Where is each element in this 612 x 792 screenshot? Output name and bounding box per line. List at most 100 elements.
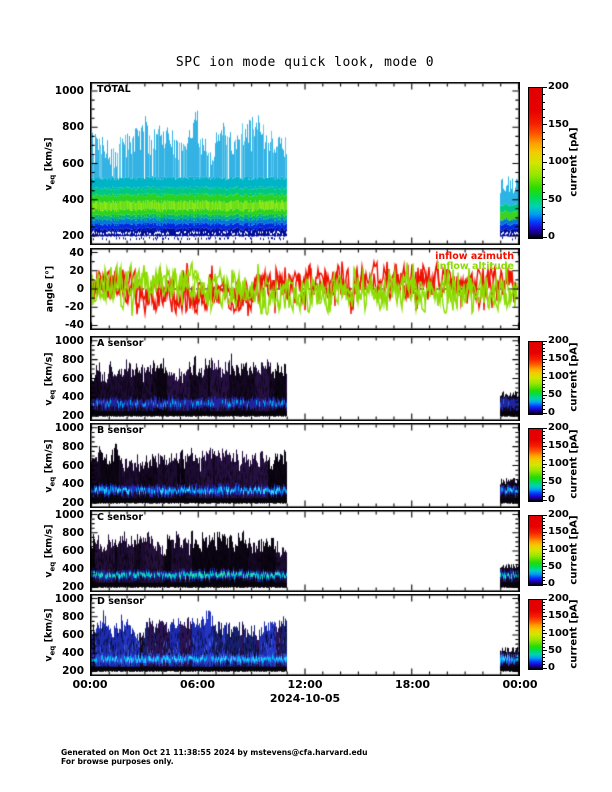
- colorbar-tick-sensor-c: [543, 524, 546, 526]
- colorbar-tick-sensor-b: [543, 477, 546, 479]
- colorbar-tick-sensor-c: [543, 542, 546, 544]
- colorbar-tick-sensor-c: [543, 514, 547, 516]
- ytick-label-sensor-d-1000: 1000: [54, 592, 84, 605]
- colorbar-tick-total: [543, 176, 546, 178]
- colorbar-ticklabel-sensor-d-200: 200: [548, 593, 569, 604]
- colorbar-tick-sensor-d: [543, 660, 546, 662]
- colorbar-tick-sensor-d: [543, 636, 546, 638]
- panel-label-sensor-d: D sensor: [97, 596, 144, 607]
- colorbar-tick-sensor-c: [543, 569, 546, 571]
- colorbar-tick-sensor-c: [543, 535, 546, 537]
- colorbar-tick-total: [543, 236, 547, 238]
- colorbar-tick-total: [543, 109, 546, 110]
- colorbar-tick-sensor-a: [543, 362, 546, 364]
- colorbar-tick-sensor-a: [543, 340, 547, 342]
- colorbar-tick-sensor-c: [543, 531, 547, 533]
- colorbar-tick-sensor-a: [543, 354, 546, 356]
- colorbar-tick-sensor-c: [543, 545, 546, 547]
- colorbar-ticklabel-sensor-c-50: 50: [548, 560, 562, 572]
- colorbar-tick-total: [543, 206, 546, 208]
- colorbar-tick-sensor-d: [543, 619, 546, 621]
- colorbar-tick-sensor-a: [543, 344, 546, 346]
- ytick-label-angle--40: -40: [65, 319, 84, 332]
- xtick-label-0: 00:00: [72, 678, 108, 691]
- colorbar-ticklabel-sensor-a-200: 200: [548, 335, 569, 346]
- colorbar-tick-sensor-b: [543, 431, 546, 433]
- colorbar-tick-sensor-c: [543, 521, 546, 523]
- colorbar-tick-sensor-c: [543, 583, 547, 585]
- colorbar-tick-total: [543, 86, 547, 88]
- colorbar-ticklabel-sensor-b-200: 200: [548, 422, 569, 433]
- colorbar-sensor-c: [528, 515, 543, 586]
- ytick-label-sensor-b-1000: 1000: [54, 421, 84, 434]
- panel-sensor-d: D sensor: [90, 594, 520, 676]
- colorbar-ticklabel-sensor-d-100: 100: [548, 627, 569, 639]
- ytick-label-sensor-b-800: 800: [62, 440, 84, 453]
- colorbar-tick-total: [543, 214, 546, 215]
- colorbar-ticklabel-sensor-d-150: 150: [548, 610, 569, 622]
- colorbar-ticklabel-sensor-c-200: 200: [548, 509, 569, 520]
- ytick-label-sensor-d-800: 800: [62, 610, 84, 623]
- ytick-label-total-1000: 1000: [54, 85, 84, 98]
- panel-label-total: TOTAL: [97, 84, 131, 95]
- colorbar-tick-total: [543, 131, 546, 133]
- colorbar-tick-sensor-d: [543, 598, 547, 600]
- colorbar-tick-sensor-d: [543, 633, 547, 635]
- colorbar-tick-sensor-d: [543, 657, 546, 659]
- colorbar-tick-sensor-b: [543, 485, 546, 487]
- colorbar-tick-sensor-c: [543, 580, 546, 581]
- ytick-label-angle-40: 40: [69, 246, 84, 259]
- colorbar-tick-sensor-b: [543, 488, 546, 490]
- colorbar-tick-sensor-b: [543, 445, 547, 447]
- xtick-label-1: 06:00: [179, 678, 216, 691]
- colorbar-ticklabel-total-100: 100: [548, 156, 569, 167]
- panel-sensor-a: A sensor: [90, 336, 520, 421]
- ytick-label-sensor-c-200: 200: [62, 581, 84, 594]
- total-plot-canvas: [90, 82, 520, 245]
- colorbar-tick-total: [543, 101, 546, 103]
- colorbar-tick-sensor-d: [543, 639, 546, 641]
- colorbar-tick-sensor-a: [543, 351, 546, 353]
- colorbar-tick-sensor-d: [543, 602, 546, 603]
- colorbar-title-sensor-c: current [pA]: [568, 514, 580, 585]
- ytick-label-angle-0: 0: [76, 283, 84, 295]
- colorbar-tick-total: [543, 116, 546, 118]
- colorbar-tick-sensor-c: [543, 573, 546, 575]
- colorbar-tick-sensor-a: [543, 365, 546, 367]
- colorbar-tick-total: [543, 229, 546, 230]
- colorbar-title-sensor-b: current [pA]: [568, 429, 580, 499]
- colorbar-tick-total: [543, 154, 546, 155]
- colorbar-tick-total: [543, 191, 546, 193]
- panel-sensor-c: C sensor: [90, 510, 520, 592]
- colorbar-ticklabel-sensor-b-0: 0: [548, 494, 555, 505]
- xtick-label-4: 00:00: [502, 678, 538, 691]
- ytick-label-sensor-b-200: 200: [62, 497, 84, 510]
- colorbar-title-total: current [pA]: [568, 127, 580, 197]
- ylabel-base-total: v: [43, 183, 55, 191]
- colorbar-tick-sensor-c: [543, 552, 546, 554]
- sensor-a-plot-canvas: [90, 336, 520, 421]
- ytick-label-sensor-c-600: 600: [62, 545, 84, 557]
- colorbar-tick-sensor-d: [543, 629, 546, 631]
- colorbar-tick-sensor-b: [543, 492, 546, 494]
- panel-label-sensor-b: B sensor: [97, 425, 144, 436]
- colorbar-ticklabel-sensor-b-100: 100: [548, 458, 569, 469]
- x-axis-date-label: 2024-10-05: [269, 692, 341, 705]
- colorbar-tick-total: [543, 184, 546, 185]
- colorbar-tick-sensor-b: [543, 467, 546, 469]
- colorbar-tick-sensor-d: [543, 605, 546, 607]
- panel-angle: [90, 248, 520, 330]
- colorbar-tick-sensor-b: [543, 495, 546, 497]
- colorbar-tick-sensor-d: [543, 626, 546, 628]
- panel-total: TOTAL: [90, 82, 520, 245]
- colorbar-tick-total: [543, 94, 546, 95]
- colorbar-tick-total: [543, 139, 546, 140]
- ytick-label-sensor-c-400: 400: [62, 563, 84, 576]
- colorbar-tick-sensor-d: [543, 643, 546, 645]
- colorbar-ticklabel-sensor-a-150: 150: [548, 353, 569, 364]
- colorbar-tick-sensor-b: [543, 427, 547, 429]
- colorbar-tick-sensor-b: [543, 459, 546, 461]
- ytick-label-angle-20: 20: [69, 264, 84, 277]
- colorbar-tick-sensor-a: [543, 380, 546, 382]
